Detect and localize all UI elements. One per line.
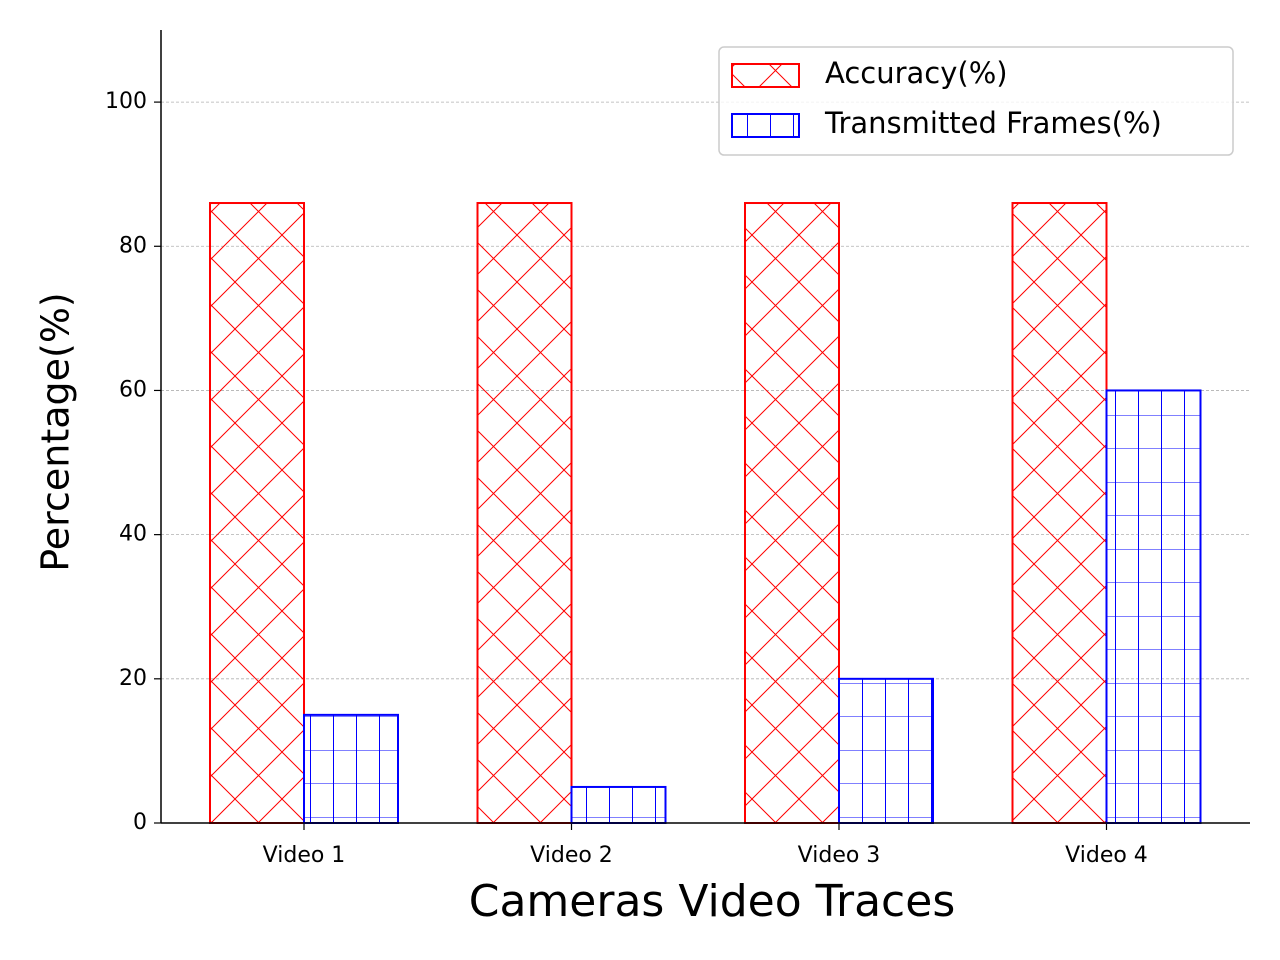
x-axis-label: Cameras Video Traces — [469, 876, 956, 927]
legend-swatch — [731, 63, 800, 88]
bar — [1011, 202, 1108, 824]
y-axis-label: Percentage(%) — [34, 292, 78, 572]
x-tick-label: Video 3 — [798, 843, 881, 868]
legend: Accuracy(%) Transmitted Frames(%) — [718, 46, 1234, 156]
y-tick-label: 80 — [119, 233, 147, 258]
bar — [744, 202, 840, 824]
bar — [303, 713, 399, 825]
bar — [570, 785, 667, 824]
bar — [1105, 389, 1202, 824]
x-tick-label: Video 4 — [1065, 843, 1148, 868]
y-tick-label: 20 — [119, 666, 147, 691]
bar — [209, 202, 305, 824]
legend-swatch — [731, 113, 800, 138]
y-tick-label: 0 — [133, 810, 147, 835]
bar — [476, 202, 573, 824]
legend-frame — [718, 46, 1234, 156]
bar — [838, 677, 934, 824]
y-tick-label: 60 — [119, 377, 147, 402]
x-tick-label: Video 2 — [530, 843, 613, 868]
y-tick-label: 100 — [105, 89, 147, 114]
legend-label: Accuracy(%) — [825, 56, 1008, 90]
x-tick-label: Video 1 — [263, 843, 346, 868]
y-tick-label: 40 — [119, 522, 147, 547]
legend-label: Transmitted Frames(%) — [824, 106, 1162, 140]
